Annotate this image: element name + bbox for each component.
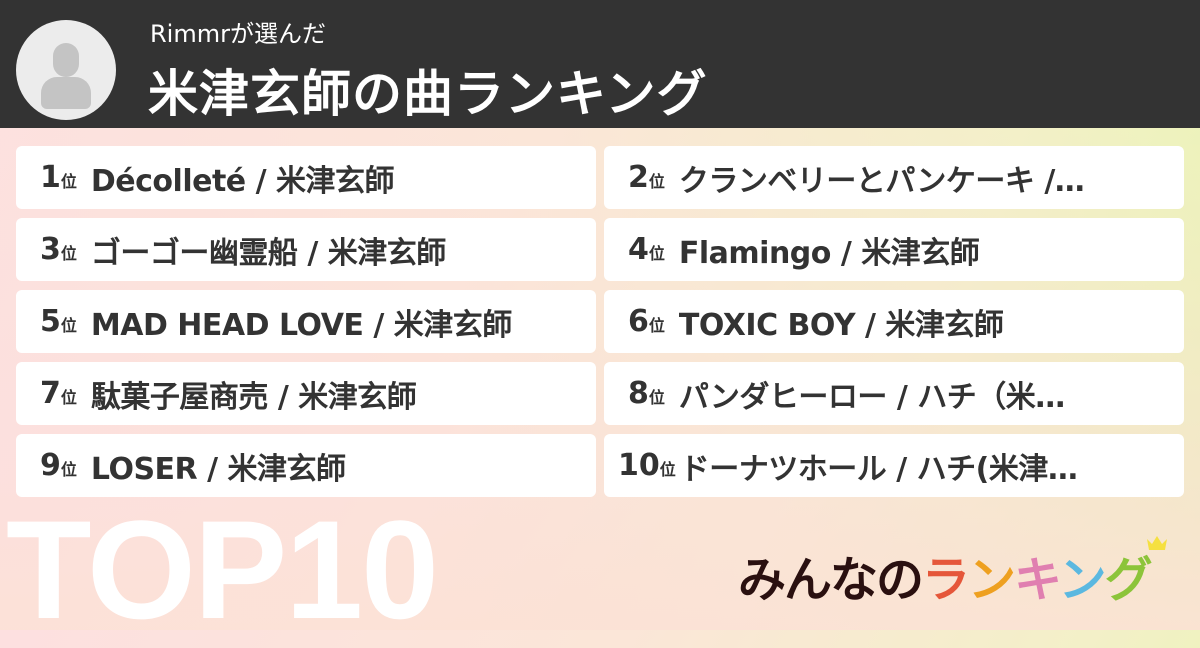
ranking-item[interactable]: 5位 MAD HEAD LOVE / 米津玄師 xyxy=(16,290,596,353)
song-title: TOXIC BOY / 米津玄師 xyxy=(678,307,1004,343)
ranking-item[interactable]: 3位 ゴーゴー幽霊船 / 米津玄師 xyxy=(16,218,596,281)
logo-char: キ xyxy=(1014,552,1061,608)
user-silhouette-body xyxy=(41,77,91,109)
ranking-item[interactable]: 2位 クランベリーとパンケーキ /… xyxy=(604,146,1184,209)
ranking-item[interactable]: 4位 Flamingo / 米津玄師 xyxy=(604,218,1184,281)
rank-number: 2位 xyxy=(628,160,665,195)
song-title: Flamingo / 米津玄師 xyxy=(678,235,980,271)
song-title: ドーナツホール / ハチ(米津… xyxy=(679,451,1078,487)
logo-char: ン xyxy=(1058,552,1107,608)
rank-number: 4位 xyxy=(628,232,665,267)
rank-number: 7位 xyxy=(40,376,77,411)
rank-number: 9位 xyxy=(40,448,77,483)
song-title: 駄菓子屋商売 / 米津玄師 xyxy=(90,379,417,415)
ranking-item[interactable]: 8位 パンダヒーロー / ハチ（米… xyxy=(604,362,1184,425)
header: Rimmrが選んだ 米津玄師の曲ランキング xyxy=(0,0,1200,128)
song-title: クランベリーとパンケーキ /… xyxy=(678,163,1085,199)
song-title: ゴーゴー幽霊船 / 米津玄師 xyxy=(90,235,446,271)
ranking-item[interactable]: 6位 TOXIC BOY / 米津玄師 xyxy=(604,290,1184,353)
page-title: 米津玄師の曲ランキング xyxy=(148,65,708,123)
song-title: Décolleté / 米津玄師 xyxy=(90,163,394,199)
rank-number: 1位 xyxy=(40,160,77,195)
rank-number: 6位 xyxy=(628,304,665,339)
logo-char: グ xyxy=(1104,552,1153,608)
ranking-item[interactable]: 1位 Décolleté / 米津玄師 xyxy=(16,146,596,209)
top10-badge: TOP10 xyxy=(6,491,439,648)
user-silhouette-icon xyxy=(53,43,79,77)
logo-prefix: みんなの xyxy=(738,552,924,608)
logo-char: ン xyxy=(968,552,1016,608)
crown-icon xyxy=(1147,536,1167,550)
ranking-item[interactable]: 7位 駄菓子屋商売 / 米津玄師 xyxy=(16,362,596,425)
rank-number: 5位 xyxy=(40,304,77,339)
ranking-item[interactable]: 9位 LOSER / 米津玄師 xyxy=(16,434,596,497)
avatar xyxy=(16,20,116,120)
song-title: LOSER / 米津玄師 xyxy=(90,451,346,487)
song-title: パンダヒーロー / ハチ（米… xyxy=(678,379,1065,415)
subtitle: Rimmrが選んだ xyxy=(150,20,326,48)
ranking-item[interactable]: 10位 ドーナツホール / ハチ(米津… xyxy=(604,434,1184,497)
rank-number: 8位 xyxy=(628,376,665,411)
logo: みんなのランキング xyxy=(738,540,1153,610)
rank-number: 10位 xyxy=(618,448,676,483)
song-title: MAD HEAD LOVE / 米津玄師 xyxy=(90,307,512,343)
rank-number: 3位 xyxy=(40,232,77,267)
logo-char: ラ xyxy=(922,552,970,608)
